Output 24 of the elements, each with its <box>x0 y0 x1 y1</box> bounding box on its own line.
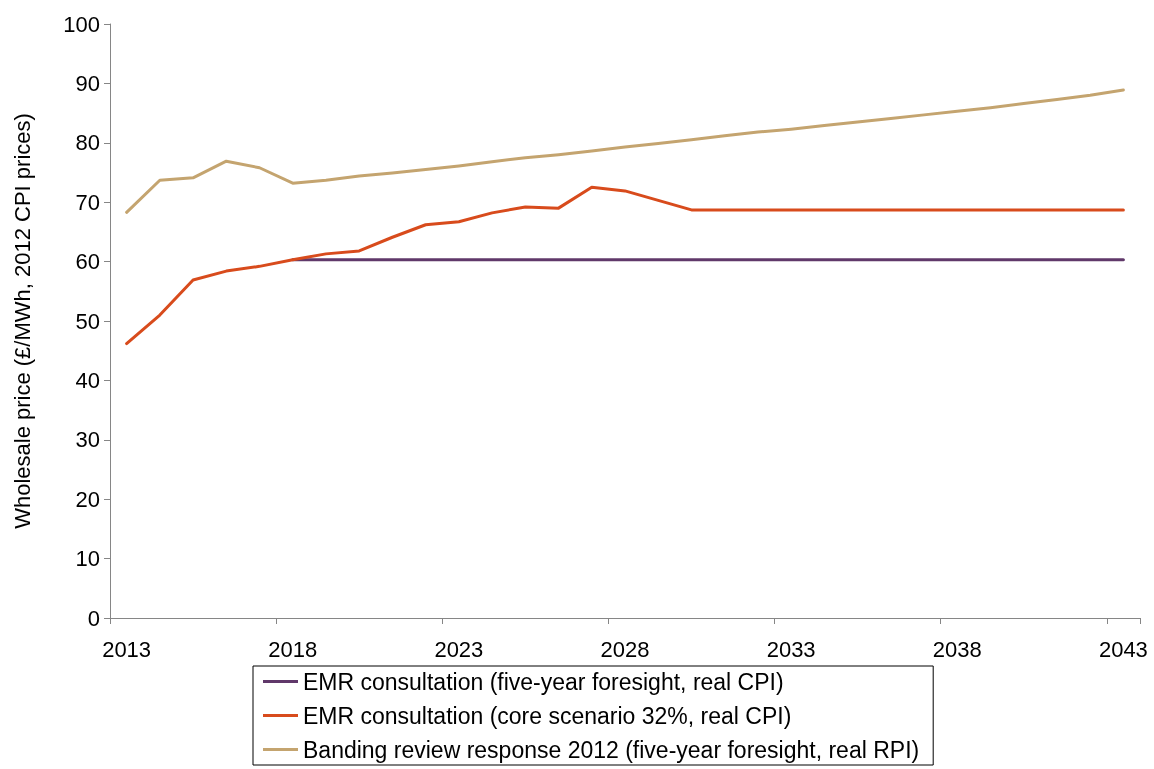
y-tick-label: 100 <box>63 11 100 37</box>
x-tick-label: 2038 <box>932 636 982 662</box>
legend-label: EMR consultation (core scenario 32%, real CPI) <box>303 702 792 729</box>
y-tick-label: 50 <box>75 308 100 334</box>
x-tick-label: 2018 <box>268 636 318 662</box>
y-tick-label: 80 <box>75 130 100 156</box>
x-tick-label: 2023 <box>434 636 484 662</box>
y-tick-label: 60 <box>75 249 100 275</box>
y-tick-label: 0 <box>87 605 100 631</box>
y-tick-label: 20 <box>75 486 100 512</box>
legend-label: Banding review response 2012 (five-year foresight, real RPI) <box>303 736 920 763</box>
x-tick-label: 2043 <box>1098 636 1148 662</box>
x-tick-label: 2028 <box>600 636 650 662</box>
line-series <box>125 185 1125 346</box>
legend-label: EMR consultation (five-year foresight, real CPI) <box>303 668 784 695</box>
y-tick-label: 40 <box>75 367 100 393</box>
line-series <box>125 88 1125 214</box>
y-tick-label: 90 <box>75 70 100 96</box>
x-tick-label: 2033 <box>766 636 816 662</box>
y-axis-title: Wholesale price (£/MWh, 2012 CPI prices) <box>9 113 35 529</box>
y-tick-label: 30 <box>75 427 100 453</box>
x-tick-label: 2013 <box>102 636 152 662</box>
y-tick-label: 70 <box>75 189 100 215</box>
y-tick-label: 10 <box>75 546 100 572</box>
